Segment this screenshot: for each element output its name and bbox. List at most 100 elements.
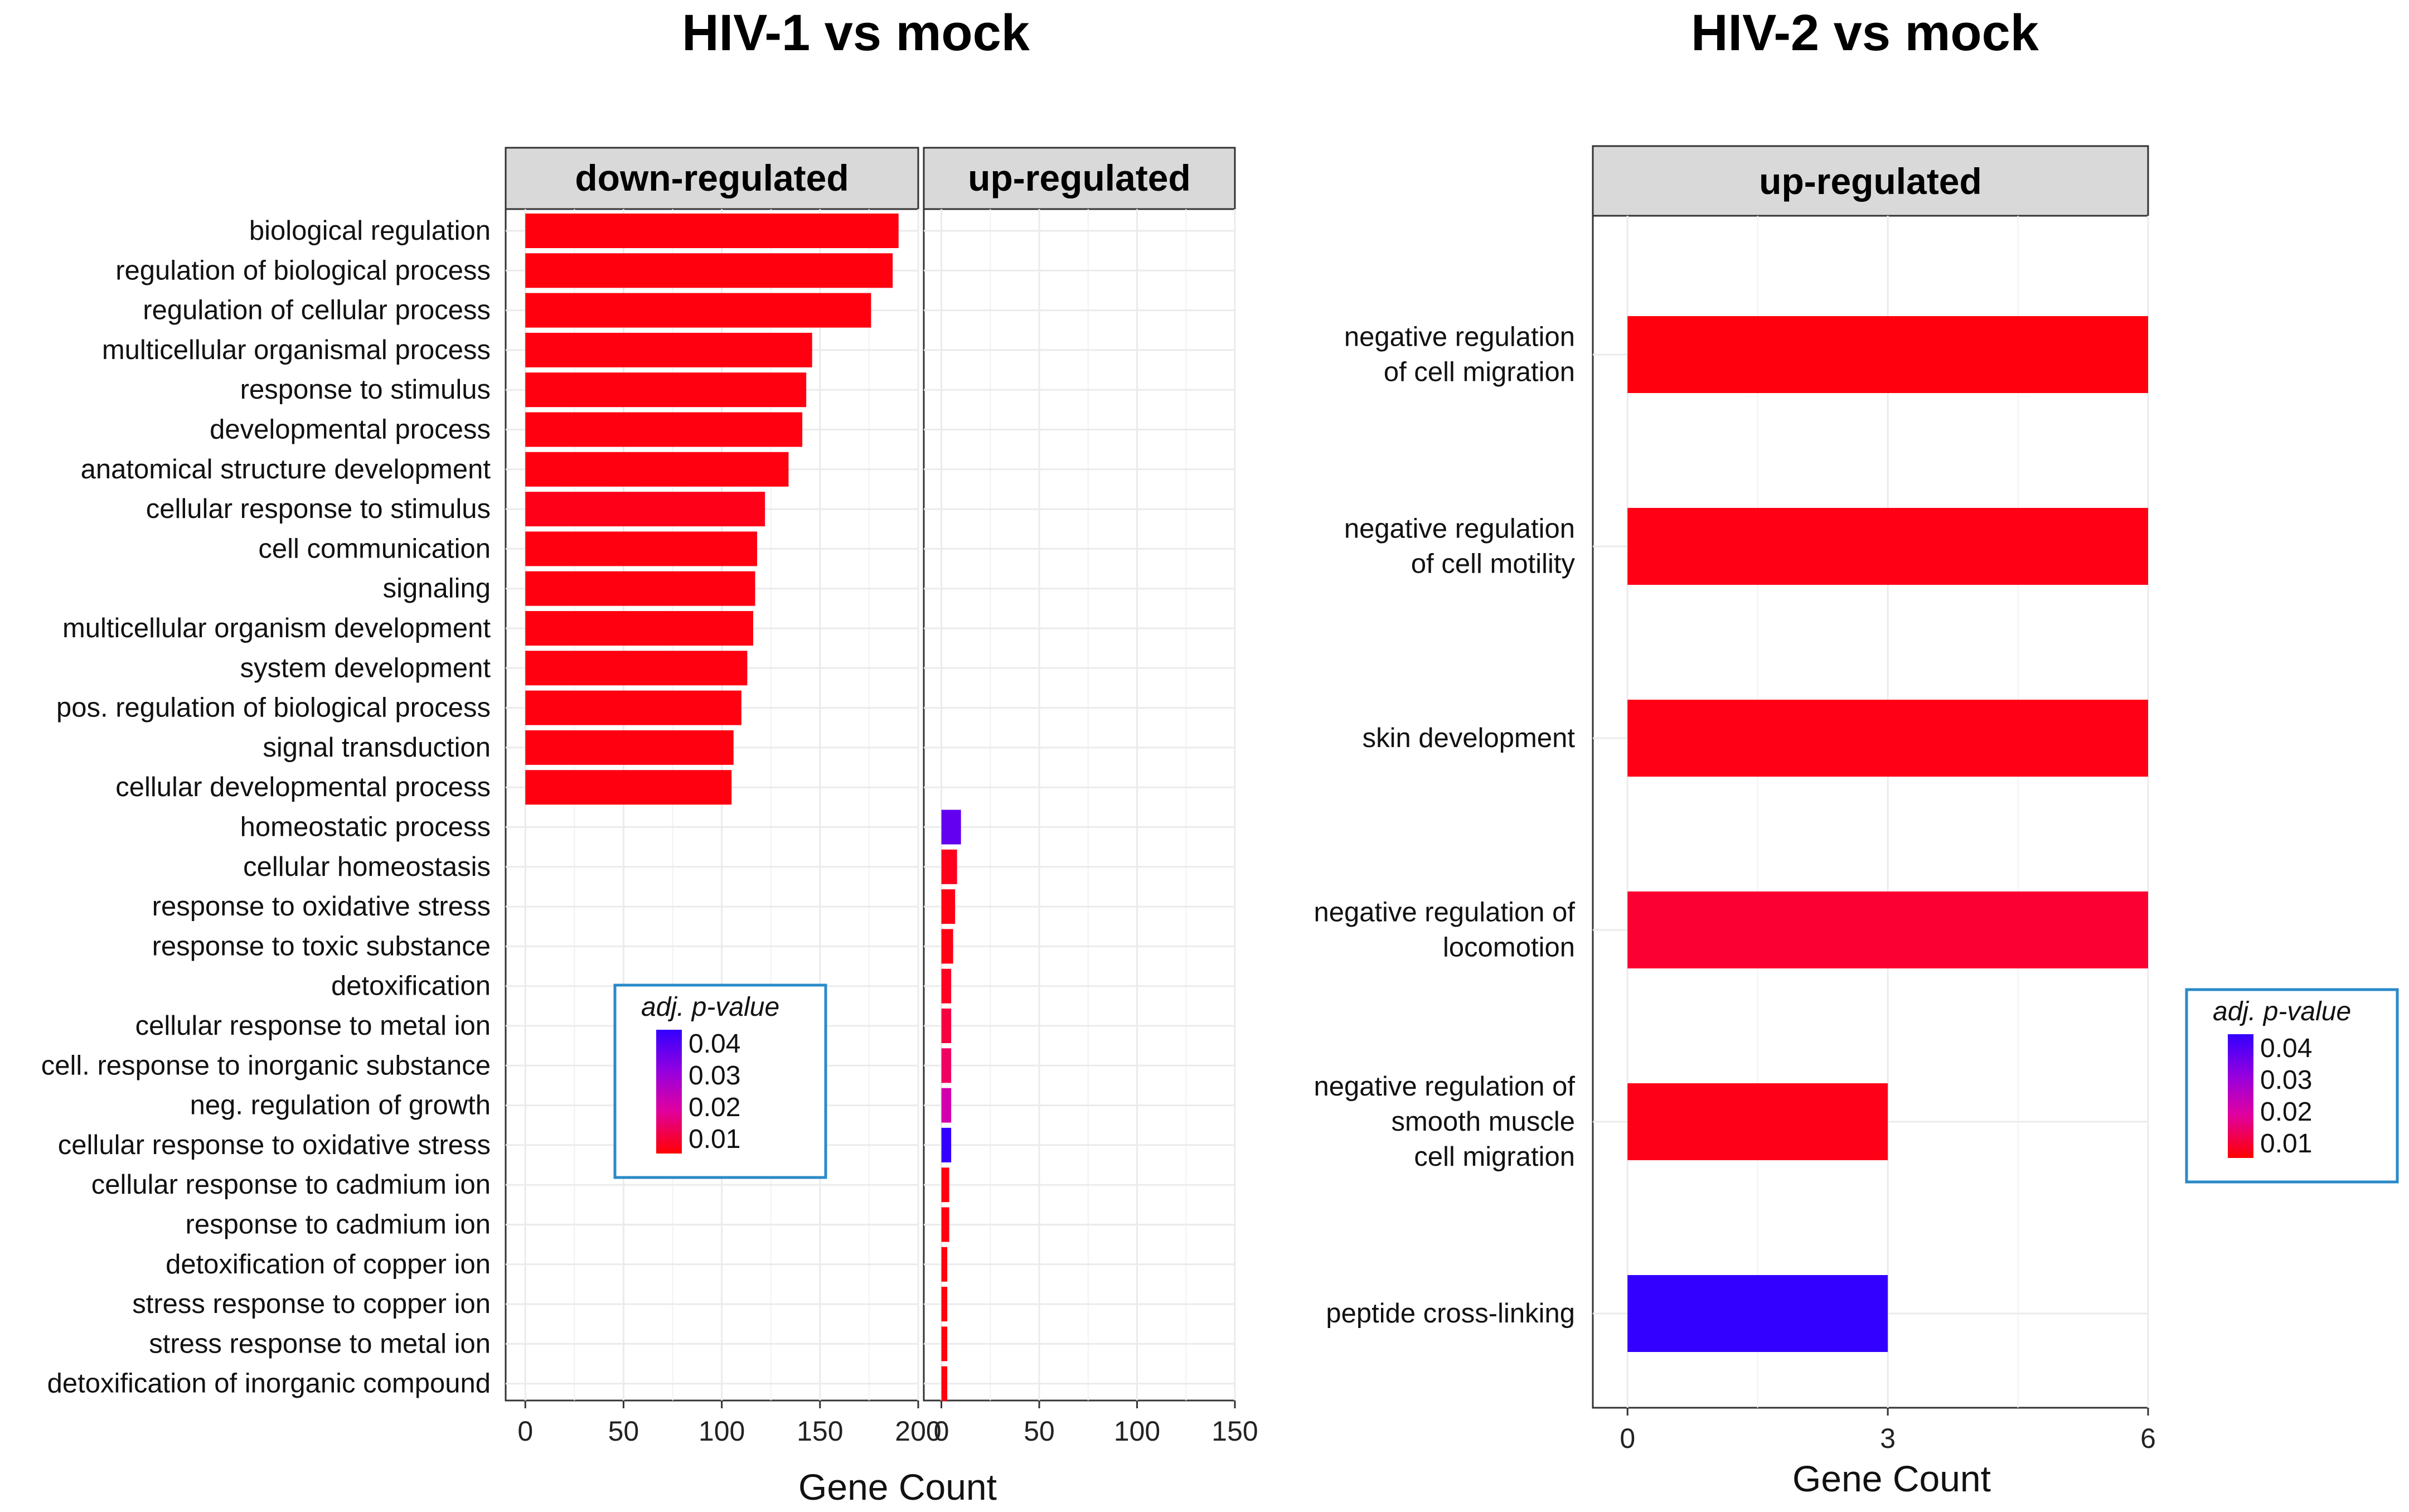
hiv2-up-bar-negative-regulation-of-smooth-muscle-cell-migration <box>1627 1083 1888 1160</box>
hiv1-up-bar-cell-response-to-inorganic-substance <box>941 1048 952 1083</box>
hiv2-up-strip-label: up-regulated <box>1759 161 1982 202</box>
hiv2-legend-box <box>2185 988 2399 1184</box>
hiv1-category-labels: biological regulation regulation of biolo… <box>41 216 491 1399</box>
hiv1-category-label-cell-response-to-inorganic-substance: cell. response to inorganic substance <box>41 1050 491 1080</box>
hiv1-legend-title: adj. p-value <box>641 992 779 1022</box>
hiv1-up-bar-detoxification <box>941 968 952 1004</box>
hiv1-down-bar-developmental-process <box>525 412 803 447</box>
hiv1-category-label-signaling: signaling <box>383 574 491 604</box>
hiv1-legend-label-004: 0.04 <box>689 1029 740 1059</box>
hiv1-down-tick-label-100: 100 <box>699 1416 745 1447</box>
hiv1-legend-label-003: 0.03 <box>689 1061 740 1091</box>
hiv1-down-bar-cellular-developmental-process <box>525 770 732 805</box>
hiv2-category-label-negative-regulation-of-smooth-muscle-cell-migration: negative regulation of smooth muscle cell … <box>1313 1072 1575 1172</box>
hiv1-up-bar-cellular-response-to-metal-ion <box>941 1009 952 1043</box>
hiv1-legend-label-001: 0.01 <box>689 1125 740 1154</box>
hiv1-down-strip-label: down-regulated <box>575 157 849 198</box>
hiv1-category-label-regulation-of-cellular-process: regulation of cellular process <box>143 295 491 326</box>
hiv1-up-bar-response-to-toxic-substance <box>941 929 953 964</box>
hiv2-category-label-negative-regulation-of-cell-motility: negative regulation of cell motility <box>1344 514 1576 579</box>
hiv1-category-label-multicellular-organismal-process: multicellular organismal process <box>102 335 491 365</box>
hiv1-up-strip-label: up-regulated <box>968 157 1191 198</box>
hiv1-category-label-biological-regulation: biological regulation <box>249 216 491 246</box>
hiv2-x-axis-title: Gene Count <box>1792 1458 1991 1499</box>
hiv2-up-plot-area <box>1592 215 2149 1409</box>
hiv2-figure: HIV-2 vs mock up-regulated 0 3 6 negative … <box>1313 4 2399 1499</box>
hiv1-up-bar-detoxification-of-inorganic-compound <box>941 1366 948 1401</box>
hiv2-title: HIV-2 vs mock <box>1691 4 2039 61</box>
hiv1-up-bar-cellular-homeostasis <box>941 849 957 884</box>
hiv1-up-bar-stress-response-to-metal-ion <box>941 1326 948 1361</box>
hiv1-category-label-cell-communication: cell communication <box>258 534 491 564</box>
hiv2-category-label-skin-development: skin development <box>1363 723 1576 753</box>
hiv1-down-tick-label-200: 200 <box>895 1416 941 1447</box>
hiv2-x-ticks: 0 3 6 <box>1620 1408 2156 1454</box>
hiv1-up-tick-label-100: 100 <box>1114 1416 1160 1447</box>
hiv1-category-label-pos-regulation-of-biological-process: pos. regulation of biological process <box>56 693 491 723</box>
hiv2-up-bar-negative-regulation-of-cell-motility <box>1627 508 2148 585</box>
hiv1-down-bar-multicellular-organism-development <box>525 611 753 646</box>
hiv2-up-tick-label-3: 3 <box>1880 1423 1896 1454</box>
hiv2-legend-label-003: 0.03 <box>2260 1065 2312 1095</box>
hiv1-legend-box <box>613 983 827 1179</box>
hiv1-figure: HIV-1 vs mock down-regulated 0 50 100 150 20… <box>41 4 1258 1508</box>
hiv1-up-bars <box>941 810 961 1401</box>
hiv1-category-label-detoxification-of-copper-ion: detoxification of copper ion <box>166 1249 491 1280</box>
hiv1-down-strip <box>505 147 919 210</box>
hiv2-up-tick-label-0: 0 <box>1620 1423 1635 1454</box>
hiv1-down-bar-biological-regulation <box>525 214 899 248</box>
hiv1-legend-colorbar <box>656 1030 682 1154</box>
hiv1-category-label-anatomical-structure-development: anatomical structure development <box>81 454 491 484</box>
hiv2-up-bar-peptide-cross-linking <box>1627 1275 1888 1352</box>
hiv1-category-label-cellular-homeostasis: cellular homeostasis <box>243 852 491 882</box>
hiv1-down-bar-pos-regulation-of-biological-process <box>525 690 741 725</box>
hiv1-category-label-signal-transduction: signal transduction <box>263 733 491 763</box>
hiv1-up-x-ticks: 0 50 100 150 <box>934 1400 1258 1447</box>
hiv1-down-bar-cellular-response-to-stimulus <box>525 492 765 527</box>
hiv2-up-tick-label-6: 6 <box>2140 1423 2156 1454</box>
hiv1-category-label-detoxification: detoxification <box>331 971 491 1001</box>
hiv1-x-axis-title: Gene Count <box>798 1466 997 1508</box>
hiv1-category-label-cellular-response-to-cadmium-ion: cellular response to cadmium ion <box>91 1170 491 1200</box>
hiv2-legend-colorbar <box>2228 1034 2253 1158</box>
hiv2-legend-label-004: 0.04 <box>2260 1034 2312 1063</box>
hiv1-category-label-stress-response-to-copper-ion: stress response to copper ion <box>132 1289 491 1319</box>
hiv1-up-bar-response-to-cadmium-ion <box>941 1207 949 1242</box>
hiv2-up-panel: up-regulated 0 3 6 <box>1592 145 2156 1454</box>
hiv1-category-label-cellular-response-to-stimulus: cellular response to stimulus <box>146 494 491 524</box>
hiv1-category-label-response-to-stimulus: response to stimulus <box>240 375 491 405</box>
hiv1-down-bar-cell-communication <box>525 531 758 566</box>
hiv1-legend: adj. p-value 0.04 0.03 0.02 0.01 <box>613 983 827 1179</box>
hiv1-down-bars <box>525 214 899 805</box>
hiv1-down-bar-regulation-of-biological-process <box>525 253 893 288</box>
hiv1-down-bar-system-development <box>525 651 748 686</box>
hiv1-down-bar-multicellular-organismal-process <box>525 332 812 367</box>
hiv2-legend-title: adj. p-value <box>2213 997 2351 1026</box>
hiv2-legend-label-001: 0.01 <box>2260 1129 2312 1159</box>
hiv2-category-label-peptide-cross-linking: peptide cross-linking <box>1326 1298 1575 1329</box>
hiv1-down-bar-signaling <box>525 571 755 606</box>
hiv2-up-bar-negative-regulation-of-locomotion <box>1627 891 2148 968</box>
hiv1-down-bar-anatomical-structure-development <box>525 452 789 487</box>
hiv1-category-label-response-to-cadmium-ion: response to cadmium ion <box>186 1210 491 1240</box>
hiv1-up-tick-label-50: 50 <box>1024 1416 1055 1447</box>
hiv1-down-tick-label-150: 150 <box>797 1416 843 1447</box>
hiv1-down-x-ticks: 0 50 100 150 200 <box>517 1400 942 1447</box>
hiv1-category-label-developmental-process: developmental process <box>210 415 491 445</box>
hiv1-up-strip <box>923 147 1236 210</box>
hiv1-category-label-stress-response-to-metal-ion: stress response to metal ion <box>149 1329 491 1359</box>
hiv1-down-bar-regulation-of-cellular-process <box>525 293 871 328</box>
hiv1-title: HIV-1 vs mock <box>682 4 1030 61</box>
hiv1-category-label-neg-regulation-of-growth: neg. regulation of growth <box>190 1091 491 1121</box>
hiv1-down-tick-label-50: 50 <box>608 1416 639 1447</box>
hiv1-down-panel: down-regulated 0 50 100 150 200 <box>505 147 942 1447</box>
hiv1-down-bar-response-to-stimulus <box>525 372 807 408</box>
hiv2-up-strip <box>1592 145 2149 217</box>
hiv1-down-bar-signal-transduction <box>525 730 734 765</box>
hiv1-up-gridlines <box>924 209 1236 1400</box>
hiv1-up-panel: up-regulated 0 50 100 150 <box>923 147 1258 1447</box>
hiv1-up-bar-response-to-oxidative-stress <box>941 889 956 924</box>
hiv1-legend-label-002: 0.02 <box>689 1093 740 1122</box>
hiv1-category-label-response-to-toxic-substance: response to toxic substance <box>152 931 491 961</box>
